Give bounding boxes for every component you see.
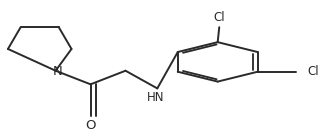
Text: Cl: Cl: [213, 11, 225, 24]
Text: N: N: [52, 65, 62, 78]
Text: Cl: Cl: [308, 65, 319, 78]
Text: O: O: [85, 119, 96, 132]
Text: HN: HN: [147, 91, 164, 104]
